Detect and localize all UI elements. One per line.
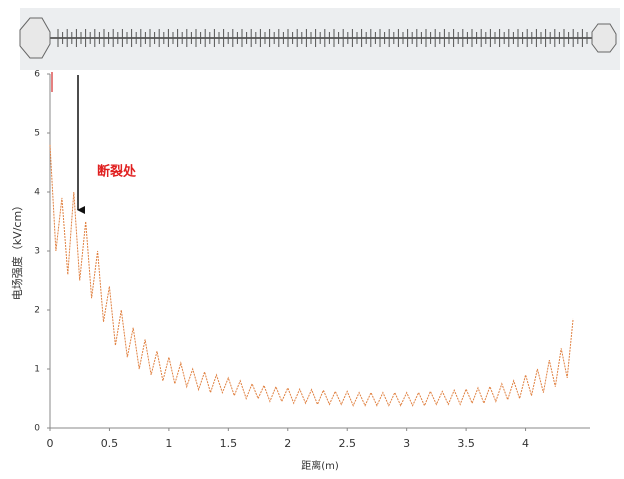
insulator-image [19, 8, 620, 70]
y-tick-label: 4 [34, 188, 40, 198]
y-tick-label: 2 [34, 306, 40, 316]
y-tick-label: 1 [34, 365, 40, 375]
y-tick-label: 3 [34, 247, 40, 257]
x-tick-label: 0.5 [101, 437, 119, 450]
y-tick-label: 0 [34, 424, 40, 434]
x-tick-label: 4 [522, 437, 529, 450]
y-tick-label: 6 [34, 70, 40, 80]
y-axis-label: 电场强度（kV/cm） [10, 200, 24, 300]
data-line [49, 144, 574, 407]
y-tick-label: 5 [34, 129, 40, 139]
x-tick-label: 3 [403, 437, 410, 450]
x-tick-label: 0 [47, 437, 54, 450]
x-tick-label: 1 [165, 437, 172, 450]
x-tick-label: 2.5 [338, 437, 356, 450]
annotation: 断裂处 [97, 164, 137, 180]
x-tick-label: 2 [284, 437, 291, 450]
x-tick-label: 3.5 [457, 437, 475, 450]
x-tick-label: 1.5 [220, 437, 238, 450]
x-axis-label: 距离(m) [301, 459, 339, 472]
